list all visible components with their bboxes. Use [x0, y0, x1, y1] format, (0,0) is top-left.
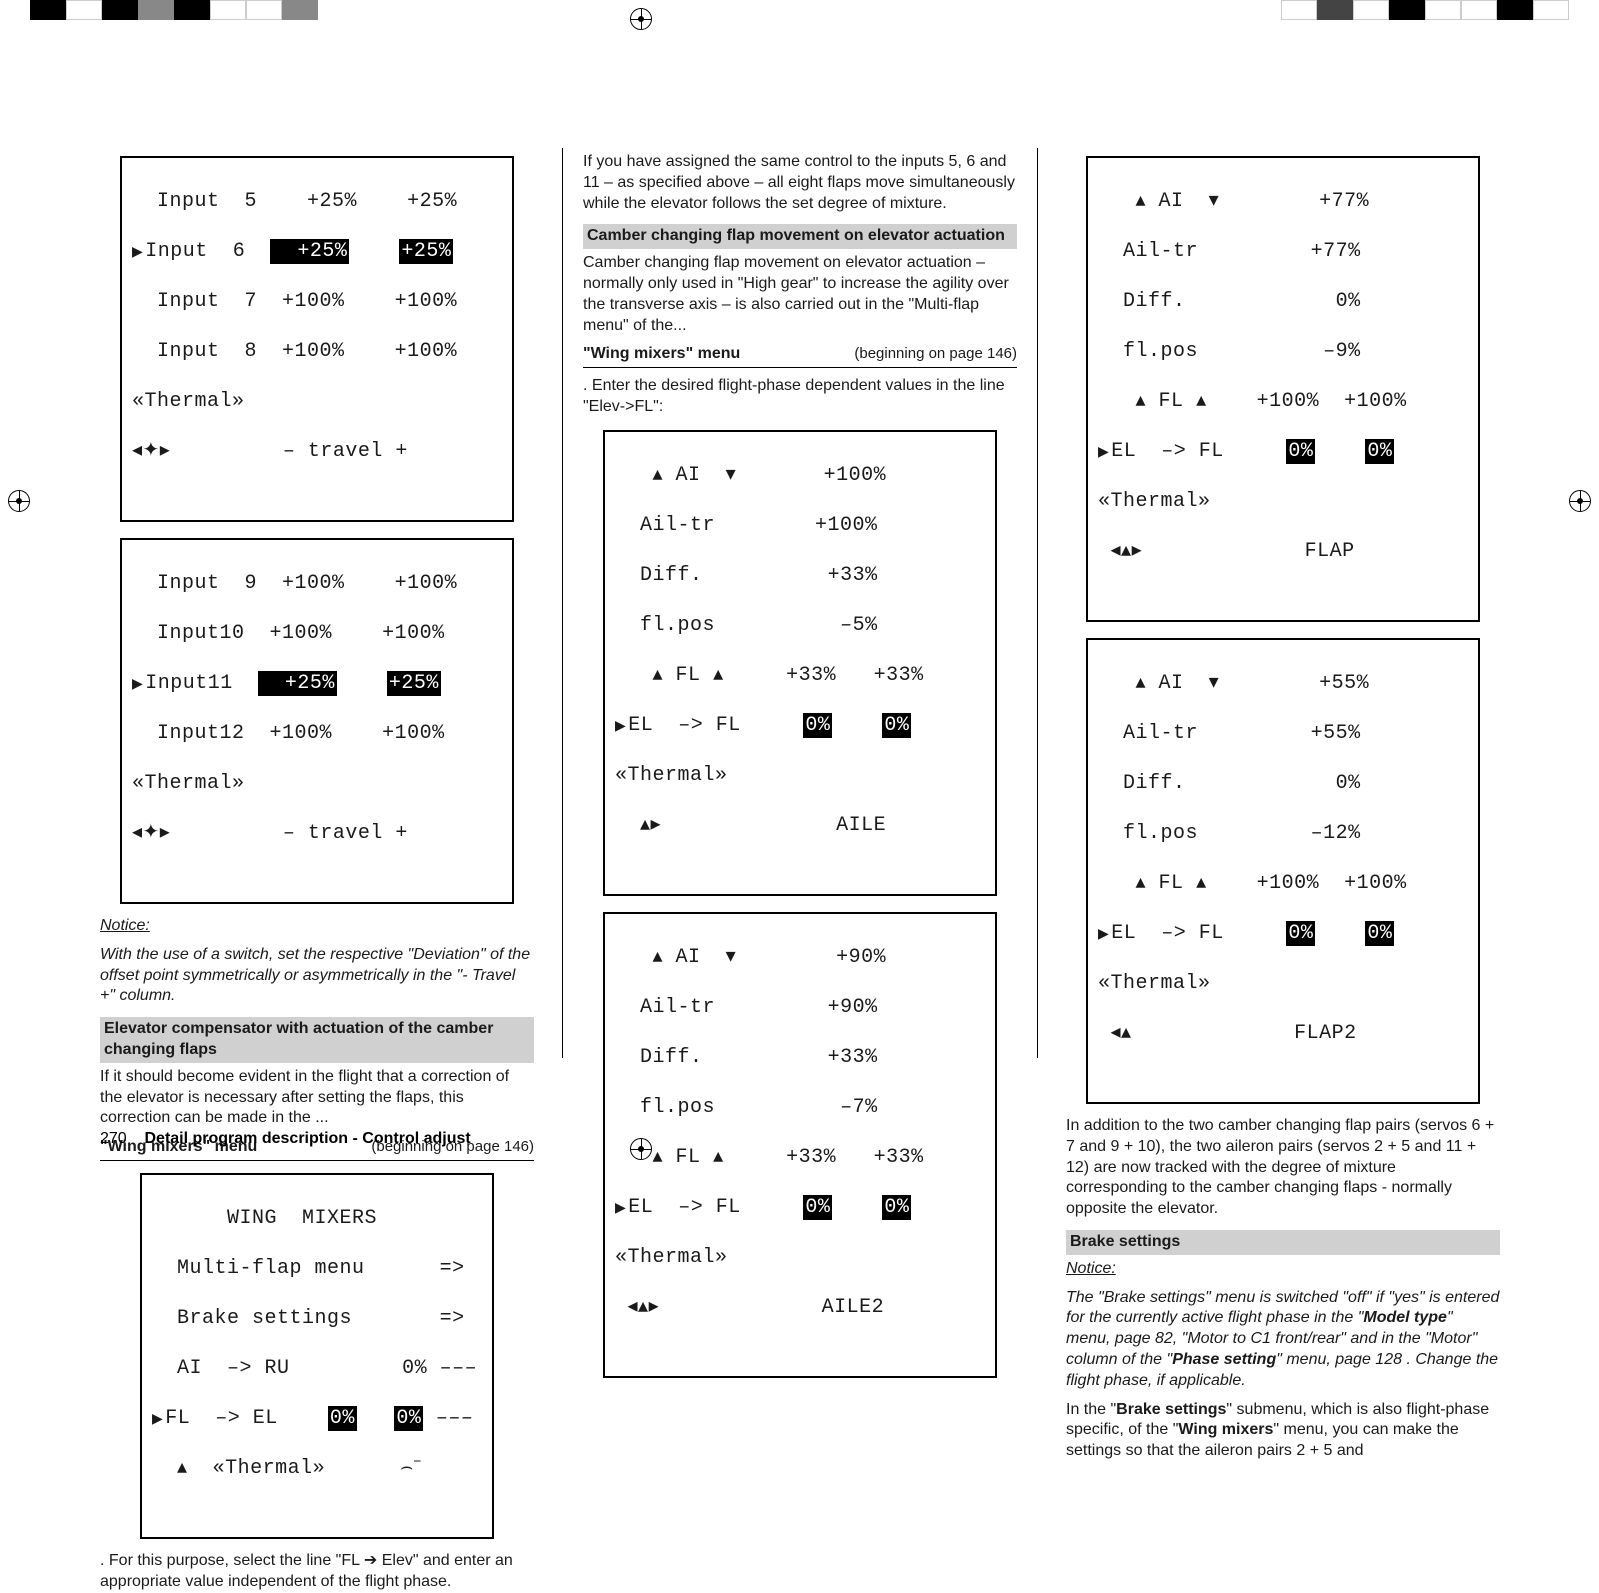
lcd-travel-1: Input 5 +25% +25% Input 6 +25% +25% Inpu…: [120, 156, 514, 522]
menu-reference: "Wing mixers" menu (beginning on page 14…: [583, 344, 1017, 368]
section-heading: Elevator compensator with actuation of t…: [100, 1017, 534, 1063]
body-text: In the "Brake settings" submenu, which i…: [1066, 1400, 1500, 1462]
registration-mark: [1569, 490, 1591, 512]
column-2: If you have assigned the same control to…: [562, 148, 1038, 1058]
section-heading: Camber changing flap movement on elevato…: [583, 224, 1017, 249]
page-title: Detail program description - Control adj…: [144, 1130, 470, 1147]
body-text: If it should become evident in the fligh…: [100, 1067, 534, 1129]
column-1: Input 5 +25% +25% Input 6 +25% +25% Inpu…: [100, 148, 534, 1058]
lcd-aile: ▴ AI ▾ +100% Ail-tr +100% Diff. +33% fl.…: [603, 430, 997, 896]
lcd-wing-mixers: WING MIXERS Multi-flap menu => Brake set…: [140, 1173, 494, 1539]
notice-body: With the use of a switch, set the respec…: [100, 945, 534, 1007]
lcd-flap: ▴ AI ▾ +77% Ail-tr +77% Diff. 0% fl.pos …: [1086, 156, 1480, 622]
notice-heading: Notice:: [1066, 1259, 1500, 1280]
lcd-travel-2: Input 9 +100% +100% Input10 +100% +100% …: [120, 538, 514, 904]
print-color-bar-right: [1281, 0, 1569, 20]
lcd-aile2: ▴ AI ▾ +90% Ail-tr +90% Diff. +33% fl.po…: [603, 912, 997, 1378]
notice-heading: Notice:: [100, 916, 534, 937]
body-text: . For this purpose, select the line "FL …: [100, 1551, 534, 1593]
page-number: 270: [100, 1130, 127, 1147]
column-3: ▴ AI ▾ +77% Ail-tr +77% Diff. 0% fl.pos …: [1066, 148, 1500, 1058]
page-footer: 270 Detail program description - Control…: [100, 1130, 471, 1148]
registration-mark: [8, 490, 30, 512]
registration-mark: [630, 8, 652, 30]
print-color-bar-left: [30, 0, 318, 20]
body-text: . Enter the desired flight-phase depende…: [583, 376, 1017, 418]
page-content: Input 5 +25% +25% Input 6 +25% +25% Inpu…: [100, 148, 1500, 1058]
lcd-flap2: ▴ AI ▾ +55% Ail-tr +55% Diff. 0% fl.pos …: [1086, 638, 1480, 1104]
body-text: Camber changing flap movement on elevato…: [583, 253, 1017, 336]
body-text: If you have assigned the same control to…: [583, 152, 1017, 214]
section-heading: Brake settings: [1066, 1230, 1500, 1255]
notice-body: The "Brake settings" menu is switched "o…: [1066, 1288, 1500, 1392]
